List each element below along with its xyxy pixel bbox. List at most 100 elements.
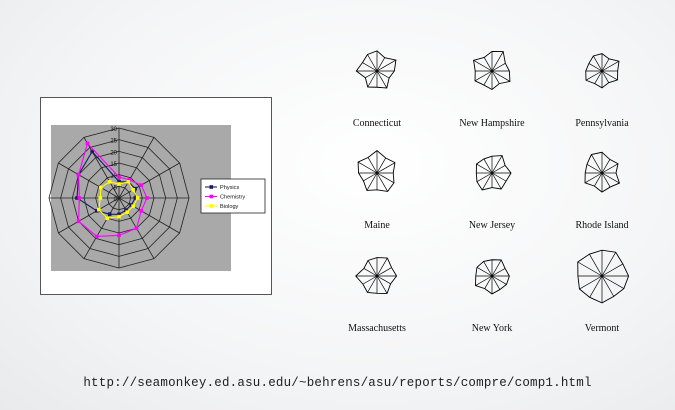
star-glyph-cell: Rhode Island [547,140,657,240]
radar-point [76,172,81,177]
star-glyph-cell: Massachusetts [322,243,432,343]
star-ray [367,157,378,174]
star-ray [376,162,396,174]
legend-label: Chemistry [220,195,245,201]
legend-marker [209,204,214,208]
star-ray [475,275,493,286]
star-ray [601,275,624,289]
radar-point [77,196,82,200]
radar-point [125,210,129,214]
radar-spoke [83,197,120,259]
radar-point [117,175,121,179]
star-ray [483,70,493,86]
radar-point [139,183,144,187]
radar-point [96,207,101,212]
star-ray [376,157,386,174]
star-glyph [357,150,396,192]
radar-point [98,196,103,200]
star-ray [584,172,603,184]
radar-tick-label: 30 [110,127,117,133]
star-outline [585,53,620,89]
star-ray [491,155,503,174]
star-ray [491,70,511,82]
radar-point [105,216,110,221]
star-ray [491,172,502,190]
legend-marker [209,194,214,199]
star-ray [376,172,388,192]
star-ray [357,161,378,174]
star-glyph-cell: New Hampshire [437,38,547,138]
radar-tick-label: 15 [110,162,117,168]
star-glyph-label: New Hampshire [459,118,525,129]
star-ray [363,172,378,182]
radar-spoke [118,197,180,234]
star-ray [367,275,378,293]
star-ray [376,70,390,79]
star-ray [362,62,378,72]
star-ray [585,70,603,81]
star-ray [367,54,378,72]
star-ray [376,257,388,277]
star-ray [376,275,388,294]
star-ray [491,268,506,277]
star-ray [601,263,624,277]
radar-point [117,212,121,217]
legend-label: Biology [220,204,239,210]
star-ray [579,275,603,290]
star-ray [362,275,378,285]
star-ray [484,275,493,289]
star-ray [483,158,493,174]
star-glyph [355,50,397,89]
star-ray [376,275,391,285]
legend-label: Physics [220,185,239,191]
star-ray [474,70,493,82]
radar-point [127,178,132,182]
star-ray [491,51,504,72]
star-ray [491,165,506,174]
star-ray [601,70,610,83]
star-ray [473,60,493,72]
star-ray [491,259,502,277]
star-ray [594,172,603,187]
legend-marker [209,185,214,189]
radar-point [117,214,121,219]
star-outline [355,50,397,89]
star-glyph-cell: Pennsylvania [547,38,657,138]
radar-spoke [118,137,155,199]
star-ray [491,62,506,72]
star-glyph [585,53,620,89]
radar-spoke [118,162,180,199]
radar-point [117,182,121,186]
star-glyph [355,257,398,294]
radar-point [76,219,81,224]
star-glyph-cell: New Jersey [437,140,547,240]
star-outline [577,249,630,304]
star-glyph-label: New York [471,323,513,334]
radar-legend: Physics Chemistry Biology [200,178,266,214]
star-ray [376,172,395,184]
radar-point [117,179,121,184]
star-ray [491,275,507,285]
radar-spoke [58,162,120,199]
radar-point [133,196,138,200]
star-ray [589,275,603,298]
star-outline [357,150,396,192]
star-glyph-label: Maine [364,220,390,231]
radar-tick-label: 5 [114,185,118,191]
radar-point [107,212,112,216]
star-glyph-cell: New York [437,243,547,343]
star-outline [475,155,512,191]
star-ray [591,154,603,174]
star-glyph-label: New Jersey [468,220,516,231]
star-ray [594,70,603,84]
star-ray [593,55,603,72]
star-glyph-label: Rhode Island [575,220,629,231]
star-glyph-label: Pennsylvania [575,118,629,129]
star-glyph [577,249,630,304]
star-glyph [475,155,512,191]
radar-spoke [58,197,120,234]
star-ray [601,172,620,184]
star-ray [577,261,603,277]
star-ray [586,164,603,174]
